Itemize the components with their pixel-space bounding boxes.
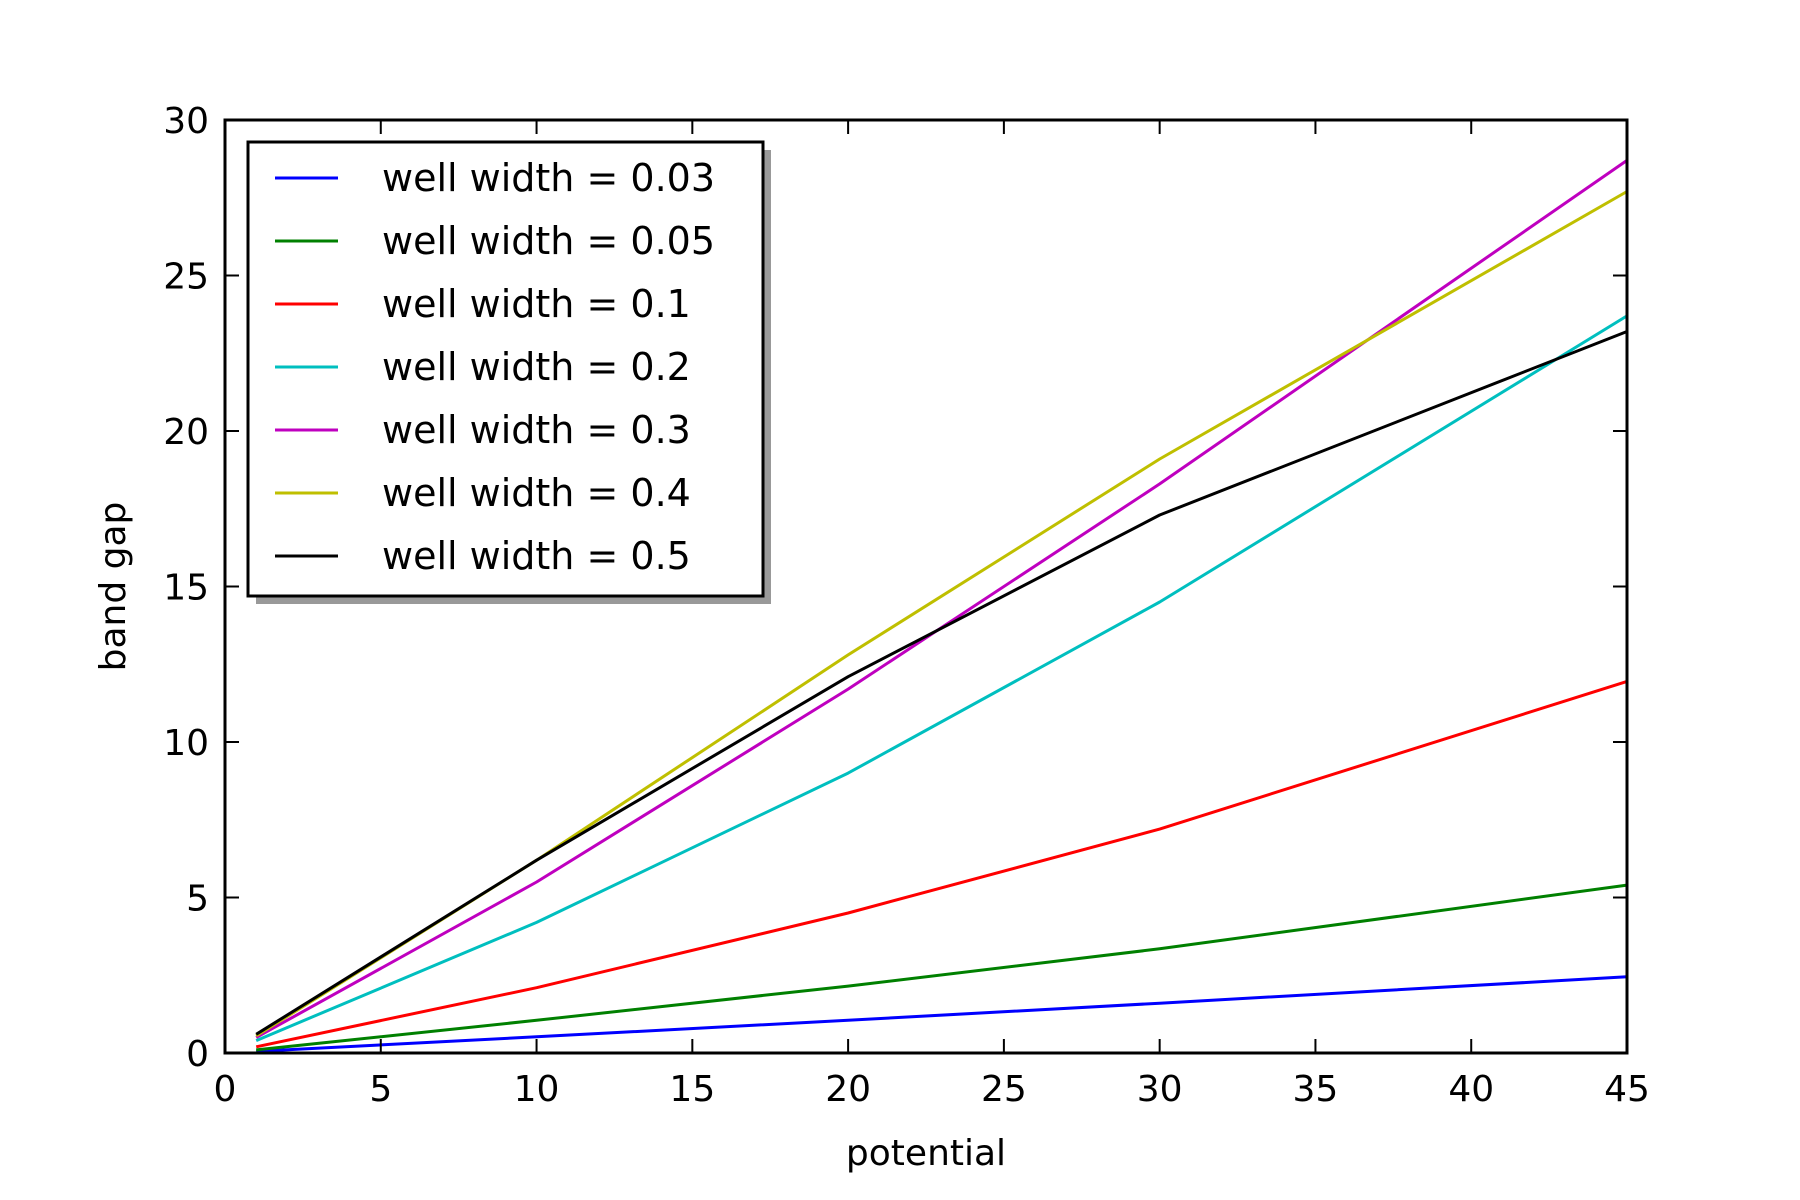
y-tick-label: 15 (163, 568, 209, 609)
legend-label-6: well width = 0.4 (382, 471, 691, 515)
x-tick-label: 0 (214, 1069, 237, 1110)
x-tick-label: 40 (1448, 1069, 1494, 1110)
ticks-layer: 0 5 10 15 20 25 30 35 40 45 0 5 10 15 20 25 30 (163, 101, 1650, 1110)
series-layer (255, 159, 1628, 1053)
legend-label-1: well width = 0.03 (382, 156, 715, 200)
series-line-5 (255, 159, 1628, 1039)
x-tick-label: 20 (825, 1069, 871, 1110)
legend: well width = 0.03 well width = 0.05 well w… (246, 140, 771, 604)
legend-label-3: well width = 0.1 (382, 282, 691, 326)
y-tick-label: 0 (186, 1034, 209, 1075)
series-line-4 (255, 314, 1628, 1042)
x-tick-label: 25 (981, 1069, 1027, 1110)
legend-label-2: well width = 0.05 (382, 219, 715, 263)
y-axis-label: band gap (93, 502, 134, 672)
legend-label-4: well width = 0.2 (382, 345, 691, 389)
y-tick-label: 10 (163, 723, 209, 764)
y-tick-label: 5 (186, 879, 209, 920)
x-tick-label: 15 (669, 1069, 715, 1110)
series-line-3 (255, 679, 1628, 1049)
y-tick-label: 30 (163, 101, 209, 142)
legend-label-5: well width = 0.3 (382, 408, 691, 452)
x-tick-label: 35 (1293, 1069, 1339, 1110)
y-tick-label: 20 (163, 412, 209, 453)
x-tick-label: 45 (1604, 1069, 1650, 1110)
legend-box (246, 140, 765, 598)
series-line-7 (255, 330, 1628, 1036)
x-tick-label: 5 (369, 1069, 392, 1110)
x-tick-label: 10 (514, 1069, 560, 1110)
legend-label-7: well width = 0.5 (382, 534, 691, 578)
y-tick-label: 25 (163, 257, 209, 298)
series-line-2 (256, 883, 1628, 1052)
series-line-1 (256, 975, 1628, 1053)
x-tick-label: 30 (1137, 1069, 1183, 1110)
x-axis-label: potential (846, 1133, 1006, 1174)
